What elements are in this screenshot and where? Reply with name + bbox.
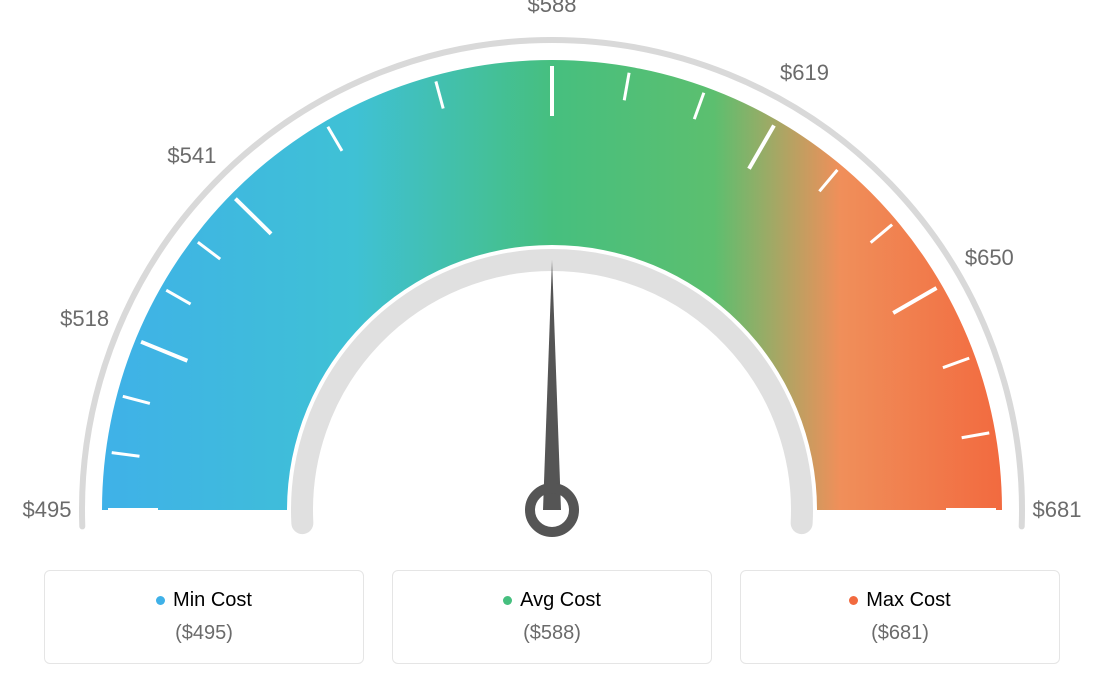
legend-title-avg: Avg Cost xyxy=(503,589,601,612)
gauge-tick-label: $541 xyxy=(167,143,216,169)
gauge-svg xyxy=(0,0,1104,560)
legend-dot-avg xyxy=(503,596,512,605)
legend-item-max: Max Cost ($681) xyxy=(740,570,1060,664)
legend-title-min: Min Cost xyxy=(156,589,252,612)
legend-value-avg: ($588) xyxy=(413,622,691,645)
gauge-tick-label: $588 xyxy=(528,0,577,18)
legend-label-avg: Avg Cost xyxy=(520,589,601,612)
legend-item-min: Min Cost ($495) xyxy=(44,570,364,664)
legend-item-avg: Avg Cost ($588) xyxy=(392,570,712,664)
legend-label-max: Max Cost xyxy=(866,589,950,612)
gauge-tick-label: $619 xyxy=(780,60,829,86)
gauge-tick-label: $681 xyxy=(1033,497,1082,523)
gauge-tick-label: $495 xyxy=(23,497,72,523)
legend-dot-max xyxy=(849,596,858,605)
legend-value-max: ($681) xyxy=(761,622,1039,645)
gauge-tick-label: $650 xyxy=(965,245,1014,271)
gauge-chart: $495 $518 $541 $588 $619 $650 $681 xyxy=(0,0,1104,560)
legend-dot-min xyxy=(156,596,165,605)
legend: Min Cost ($495) Avg Cost ($588) Max Cost… xyxy=(0,570,1104,664)
gauge-tick-label: $518 xyxy=(60,306,109,332)
legend-label-min: Min Cost xyxy=(173,589,252,612)
legend-value-min: ($495) xyxy=(65,622,343,645)
legend-title-max: Max Cost xyxy=(849,589,950,612)
